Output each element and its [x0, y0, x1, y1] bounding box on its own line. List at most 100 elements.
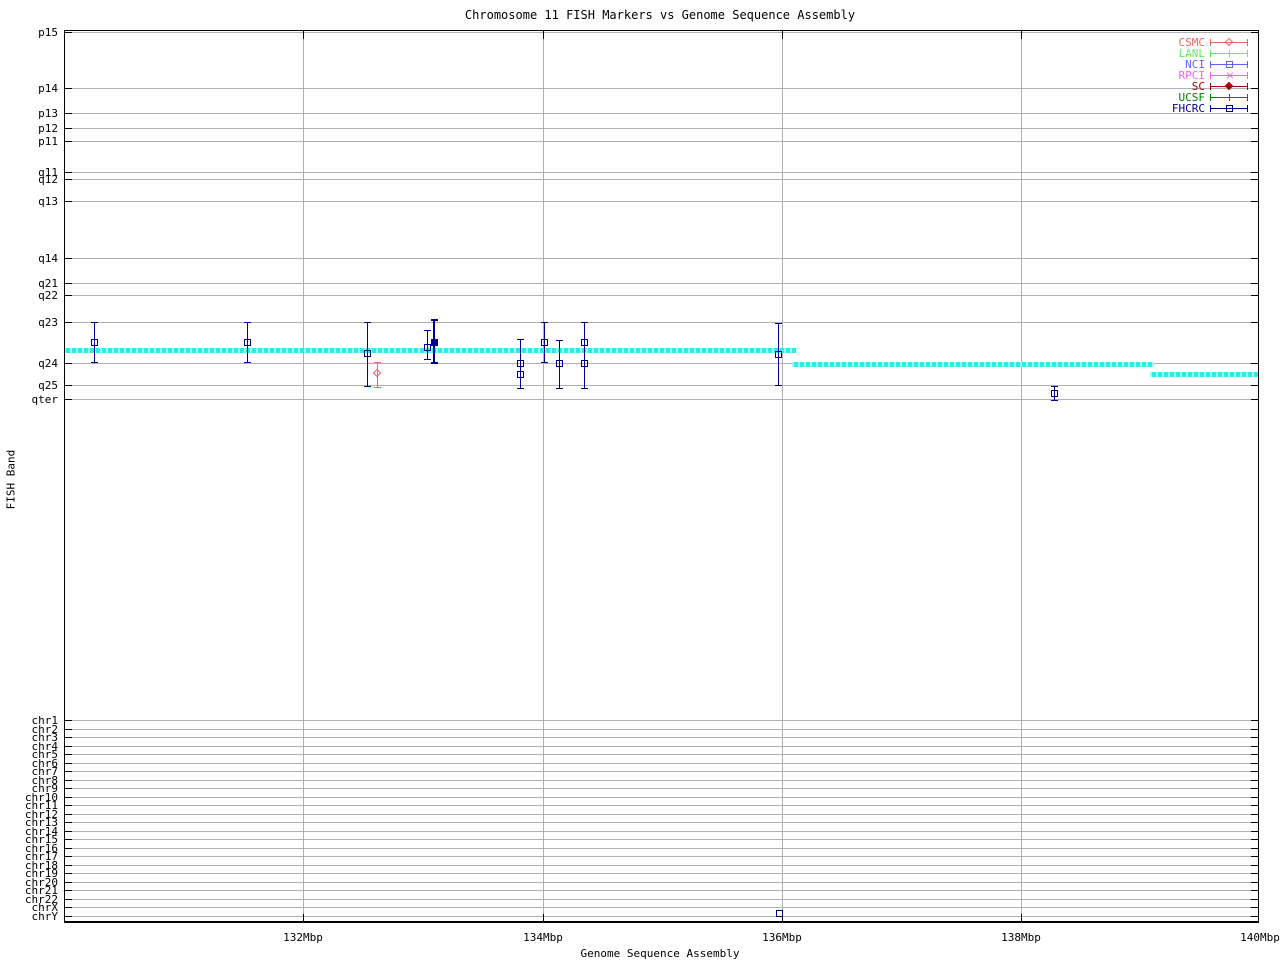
- x-axis-tick: [1021, 31, 1022, 39]
- y-axis-tick: [65, 797, 72, 798]
- h-gridline: [64, 172, 1259, 173]
- h-gridline: [64, 856, 1259, 857]
- data-point-fhcrc-square-open-marker: [581, 360, 588, 367]
- y-tick-label: q24: [38, 357, 58, 370]
- y-axis-title: FISH Band: [4, 449, 18, 510]
- data-point-fhcrc-square-open-marker: [541, 339, 548, 346]
- y-axis-tick: [65, 399, 72, 400]
- h-gridline: [64, 907, 1259, 908]
- y-axis-tick: [65, 322, 72, 323]
- y-axis-tick: [65, 788, 72, 789]
- data-point-fhcrc-square-open-marker: [517, 360, 524, 367]
- legend-sample-line: [1210, 42, 1247, 43]
- y-axis-tick: [1251, 32, 1258, 33]
- x-tick-label: 140Mbp: [1240, 931, 1280, 944]
- y-axis-tick: [1251, 737, 1258, 738]
- legend-sample-cap: [1247, 94, 1248, 101]
- y-tick-label: q14: [38, 252, 58, 265]
- h-gridline: [64, 822, 1259, 823]
- y-tick-label: p11: [38, 135, 58, 148]
- y-tick-label: chr10: [24, 791, 58, 804]
- error-bar-cap: [556, 388, 563, 389]
- h-gridline: [64, 882, 1259, 883]
- legend-square-open-marker: [1226, 61, 1233, 68]
- y-tick-label: chr11: [24, 799, 58, 812]
- x-axis-tick: [543, 31, 544, 39]
- y-tick-label: chr19: [24, 867, 58, 880]
- y-tick-label: chr3: [31, 731, 59, 744]
- y-axis-tick: [1251, 839, 1258, 840]
- h-gridline: [64, 746, 1259, 747]
- y-tick-label: chr8: [31, 774, 59, 787]
- y-axis-tick: [65, 814, 72, 815]
- y-axis-tick: [1251, 882, 1258, 883]
- y-axis-tick: [65, 899, 72, 900]
- error-bar: [544, 322, 545, 362]
- error-bar-cap: [424, 330, 431, 331]
- y-tick-label: q11: [38, 166, 58, 179]
- data-point-fhcrc-square-open-marker: [775, 351, 782, 358]
- y-axis-tick: [1251, 754, 1258, 755]
- y-axis-tick: [1251, 322, 1258, 323]
- error-bar-cap: [517, 339, 524, 340]
- error-bar-cap: [364, 386, 371, 387]
- y-axis-tick: [65, 873, 72, 874]
- legend-tick-marker: [1229, 94, 1230, 101]
- legend-label: NCI: [1185, 58, 1205, 71]
- chart-title: Chromosome 11 FISH Markers vs Genome Seq…: [464, 8, 856, 22]
- legend-tick-marker: [1229, 50, 1230, 57]
- y-axis-tick: [65, 780, 72, 781]
- data-point-fhcrc-square-open-marker: [776, 910, 783, 917]
- y-axis-tick: [65, 754, 72, 755]
- error-bar-cap: [431, 319, 438, 321]
- error-bar-cap: [1051, 386, 1058, 387]
- y-tick-label: chr1: [31, 714, 59, 727]
- h-gridline: [64, 805, 1259, 806]
- y-axis-tick: [1251, 763, 1258, 764]
- y-axis-tick: [1251, 385, 1258, 386]
- y-axis-tick: [65, 385, 72, 386]
- y-axis-tick: [1251, 141, 1258, 142]
- h-gridline: [64, 283, 1259, 284]
- x-axis-tick: [782, 914, 783, 922]
- y-tick-label: chr15: [24, 833, 58, 846]
- y-axis-tick: [1251, 916, 1258, 917]
- y-tick-label: q13: [38, 195, 58, 208]
- h-gridline: [64, 899, 1259, 900]
- y-axis-tick: [1251, 856, 1258, 857]
- y-axis-tick: [65, 258, 72, 259]
- y-axis-tick: [65, 831, 72, 832]
- h-gridline: [64, 322, 1259, 323]
- y-axis-tick: [1251, 822, 1258, 823]
- h-gridline: [64, 771, 1259, 772]
- h-gridline: [64, 720, 1259, 721]
- y-axis-tick: [1251, 797, 1258, 798]
- legend-sample-cap: [1210, 94, 1211, 101]
- h-gridline: [64, 201, 1259, 202]
- y-tick-label: chrY: [31, 910, 59, 923]
- error-bar-cap: [374, 362, 381, 363]
- y-tick-label: chr14: [24, 825, 58, 838]
- error-bar: [1054, 386, 1055, 400]
- y-tick-label: q21: [38, 277, 58, 290]
- error-bar-cap: [91, 322, 98, 323]
- error-bar-cap: [517, 388, 524, 389]
- y-axis-tick: [65, 822, 72, 823]
- y-axis-tick: [1251, 363, 1258, 364]
- y-axis-tick: [65, 839, 72, 840]
- error-bar-cap: [244, 362, 251, 363]
- x-axis-tick: [303, 914, 304, 922]
- error-bar-cap: [556, 340, 563, 341]
- error-bar: [584, 322, 585, 388]
- y-axis-tick: [65, 283, 72, 284]
- y-tick-label: chr2: [31, 723, 59, 736]
- y-axis-tick: [1251, 746, 1258, 747]
- y-tick-label: p13: [38, 107, 58, 120]
- error-bar-cap: [541, 362, 548, 363]
- y-axis-tick: [1251, 873, 1258, 874]
- y-axis-tick: [65, 128, 72, 129]
- legend-sample-cap: [1210, 72, 1211, 79]
- error-bar-cap: [581, 322, 588, 323]
- h-gridline: [64, 873, 1259, 874]
- error-bar-cap: [364, 322, 371, 323]
